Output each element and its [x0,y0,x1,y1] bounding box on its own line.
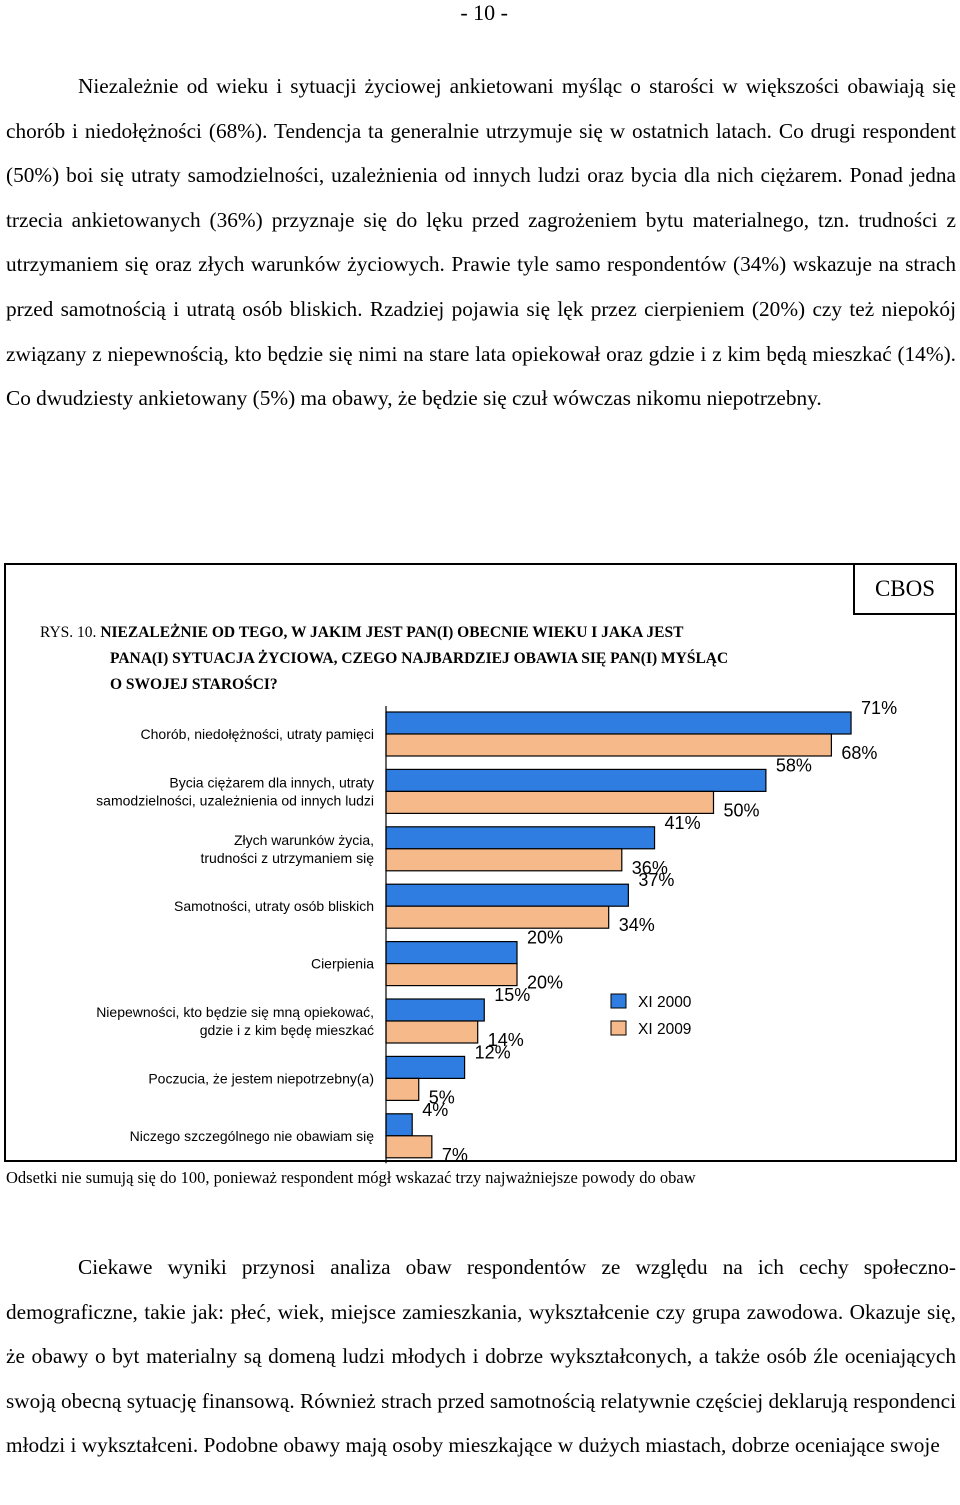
figure-number: RYS. 10. [40,624,97,641]
page-number: - 10 - [0,0,960,26]
analysis-first-word: Ciekawe [78,1255,153,1279]
value-label: 20% [527,973,563,993]
bar-0 [385,940,518,965]
intro-paragraph: Niezależnie od wieku i sytuacji życiowej… [6,64,956,421]
value-label: 36% [632,858,668,878]
legend-label: XI 2000 [638,994,692,1011]
legend-swatch [610,993,627,1009]
value-label: 15% [494,985,530,1005]
source-badge: CBOS [853,563,957,615]
value-label: 37% [638,870,674,890]
analysis-paragraph: Ciekawe wyniki przynosi analiza obaw res… [6,1245,956,1468]
bar-1 [385,1077,420,1102]
figure-footnote: Odsetki nie sumują się do 100, ponieważ … [6,1168,696,1187]
category-label: gdzie i z kim będę mieszkać [200,1022,374,1038]
value-label: 5% [429,1087,455,1107]
figure-title-line3: O SWOJEJ STAROŚCI? [110,676,278,693]
bar-0 [385,711,852,735]
category-label: samodzielności, uzależnienia od innych l… [96,792,374,808]
bar-0 [385,1055,466,1080]
bar-0 [385,768,767,793]
intro-text: od wieku i sytuacji życiowej ankietowani… [6,74,956,411]
bar-1 [385,733,832,757]
figure-title: RYS. 10. NIEZALEŻNIE OD TEGO, W JAKIM JE… [40,620,870,698]
category-label: Niepewności, kto będzie się mną opiekowa… [96,1004,374,1020]
category-label: Chorób, niedołężności, utraty pamięci [141,726,374,742]
value-label: 14% [488,1030,524,1050]
category-label: Złych warunków życia, [234,832,374,848]
figure-frame [4,563,957,1162]
bar-1 [385,905,610,929]
bar-0 [385,998,485,1022]
bar-0 [385,883,629,907]
value-label: 20% [527,928,563,948]
category-label: Bycia ciężarem dla innych, utraty [169,774,374,790]
category-label: Cierpienia [311,956,374,972]
category-label: Poczucia, że jestem niepotrzebny(a) [148,1070,374,1086]
legend-label: XI 2009 [638,1021,691,1038]
value-label: 7% [442,1145,468,1165]
category-label: Niczego szczególnego nie obawiam się [130,1128,375,1144]
category-label: trudności z utrzymaniem się [200,850,374,866]
category-label: Samotności, utraty osób bliskich [174,898,374,914]
value-label: 68% [841,743,877,763]
figure-title-line2: PANA(I) SYTUACJA ŻYCIOWA, CZEGO NAJBARDZ… [110,650,729,667]
bar-1 [385,1020,479,1044]
bar-0 [385,826,656,850]
value-label: 41% [665,813,701,833]
bar-1 [385,790,715,815]
page-number-text: - 10 - [460,0,508,25]
bar-1 [385,962,518,987]
analysis-text: wyniki przynosi analiza obaw respondentó… [6,1255,956,1458]
bar-0 [385,1113,413,1137]
legend-swatch [610,1020,627,1036]
bar-1 [385,848,623,872]
intro-first-word: Niezależnie [78,74,179,98]
value-label: 50% [724,800,760,820]
value-label: 58% [776,755,812,775]
value-label: 71% [861,698,897,718]
value-label: 34% [619,915,655,935]
value-label: 12% [475,1042,511,1062]
bar-1 [385,1135,433,1159]
figure-title-line1: NIEZALEŻNIE OD TEGO, W JAKIM JEST PAN(I)… [100,624,684,641]
value-label: 4% [422,1100,448,1120]
